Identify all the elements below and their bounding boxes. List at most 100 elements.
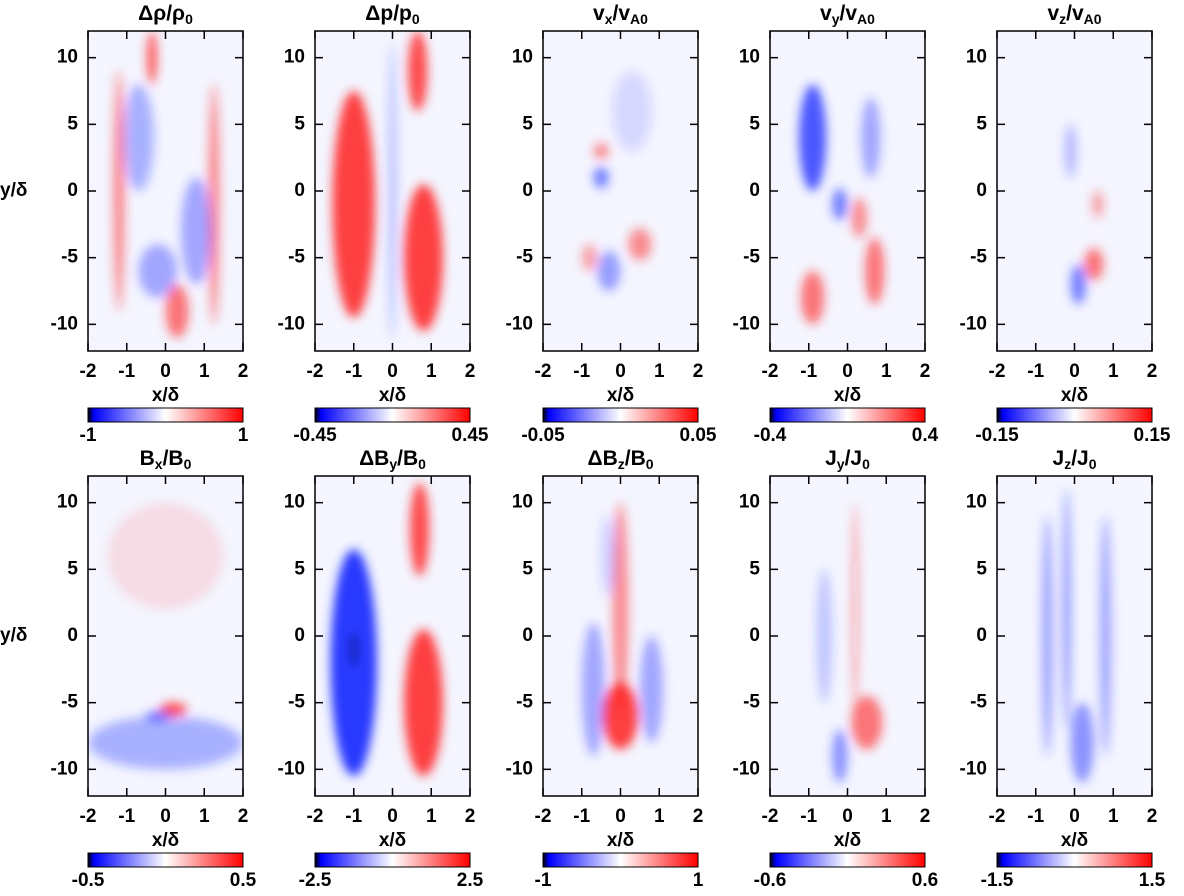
x-tick-label: -2: [989, 806, 1006, 827]
title-subscript: 0: [646, 456, 654, 472]
field: [543, 476, 698, 796]
y-tick-label: 0: [976, 180, 987, 201]
field-feature: [864, 237, 885, 305]
y-tick-label: 10: [966, 492, 987, 513]
x-tick-label: -1: [1027, 806, 1044, 827]
field-feature: [832, 188, 848, 221]
field-feature: [138, 244, 178, 298]
x-tick-label: -2: [535, 361, 552, 382]
title-text: Δp/p: [365, 2, 412, 25]
y-tick-label: 10: [739, 492, 760, 513]
x-tick-label: 2: [465, 361, 476, 382]
y-tick-label: -10: [51, 758, 78, 779]
title-text: Δρ/ρ: [138, 2, 185, 25]
title-subscript: x: [155, 456, 163, 472]
colorbar-max-label: 1.5: [1139, 870, 1166, 891]
x-tick-label: 1: [199, 361, 210, 382]
y-tick-label: 5: [749, 558, 760, 579]
title-text: /v: [613, 2, 631, 25]
y-tick-label: -5: [61, 692, 78, 713]
x-axis-label: x/δ: [1061, 830, 1088, 851]
x-tick-label: 2: [465, 806, 476, 827]
panel-title: Jz/J0: [1053, 447, 1097, 472]
field-background: [997, 31, 1152, 351]
y-tick-label: 0: [749, 625, 760, 646]
panel-title: Δp/p0: [365, 2, 420, 27]
panel-title: vy/vA0: [820, 2, 875, 27]
x-axis-label: x/δ: [834, 385, 861, 406]
field-feature: [593, 143, 609, 159]
field-feature: [107, 502, 224, 610]
field: [543, 31, 698, 351]
colorbar-max-label: 0.15: [1134, 425, 1171, 446]
title-text: /v: [840, 2, 858, 25]
field: [997, 476, 1152, 796]
field-feature: [1064, 124, 1077, 178]
x-tick-label: -1: [118, 806, 135, 827]
y-tick-label: 5: [67, 558, 78, 579]
title-text: /B: [397, 447, 418, 470]
x-axis-label: x/δ: [152, 385, 179, 406]
colorbar-min-label: -0.15: [975, 425, 1019, 446]
x-tick-label: 1: [881, 806, 892, 827]
x-tick-label: -2: [762, 361, 779, 382]
colorbar-min-label: -1: [80, 425, 97, 446]
title-text: /B: [163, 447, 184, 470]
title-subscript: 0: [1089, 456, 1097, 472]
field-background: [770, 31, 925, 351]
field-feature: [832, 729, 848, 783]
colorbar: [87, 852, 244, 868]
x-tick-label: -1: [800, 361, 817, 382]
x-axis-label: x/δ: [1061, 385, 1088, 406]
y-tick-label: -5: [61, 247, 78, 268]
colorbar: [314, 407, 471, 423]
title-text: J: [825, 447, 837, 470]
y-tick-label: 10: [284, 47, 305, 68]
field-feature: [628, 228, 652, 261]
x-tick-label: -1: [1027, 361, 1044, 382]
x-tick-label: -2: [762, 806, 779, 827]
y-tick-label: -5: [970, 692, 987, 713]
title-subscript: z: [618, 456, 625, 472]
x-tick-label: -1: [573, 361, 590, 382]
y-tick-label: -10: [733, 313, 760, 334]
field-feature: [165, 284, 189, 338]
panel-title: ΔBz/B0: [587, 447, 653, 472]
field-feature: [1062, 489, 1071, 730]
y-tick-label: 0: [67, 180, 78, 201]
colorbar: [542, 852, 699, 868]
colorbar: [769, 852, 926, 868]
colorbar: [996, 407, 1153, 423]
y-tick-label: 5: [294, 113, 305, 134]
field-background: [770, 476, 925, 796]
field-feature: [1070, 264, 1087, 305]
field-feature: [208, 84, 220, 325]
y-tick-label: -5: [516, 247, 533, 268]
field: [315, 31, 470, 351]
x-tick-label: 1: [199, 806, 210, 827]
x-tick-label: -1: [573, 806, 590, 827]
x-tick-label: 2: [1147, 361, 1158, 382]
y-tick-label: 5: [294, 558, 305, 579]
y-tick-label: -5: [743, 247, 760, 268]
x-tick-label: -1: [345, 361, 362, 382]
x-tick-label: 1: [1108, 806, 1119, 827]
field: [997, 31, 1152, 351]
field-feature: [351, 632, 357, 667]
x-axis-label: x/δ: [379, 830, 406, 851]
y-tick-label: 10: [512, 492, 533, 513]
title-subscript: y: [832, 11, 840, 27]
field-feature: [1070, 702, 1094, 783]
x-tick-label: 0: [842, 361, 853, 382]
x-tick-label: -2: [535, 806, 552, 827]
y-tick-label: 10: [512, 47, 533, 68]
title-text: /B: [625, 447, 646, 470]
y-axis-label: y/δ: [0, 180, 27, 201]
y-tick-label: -10: [960, 758, 987, 779]
title-subscript: 0: [185, 11, 193, 27]
